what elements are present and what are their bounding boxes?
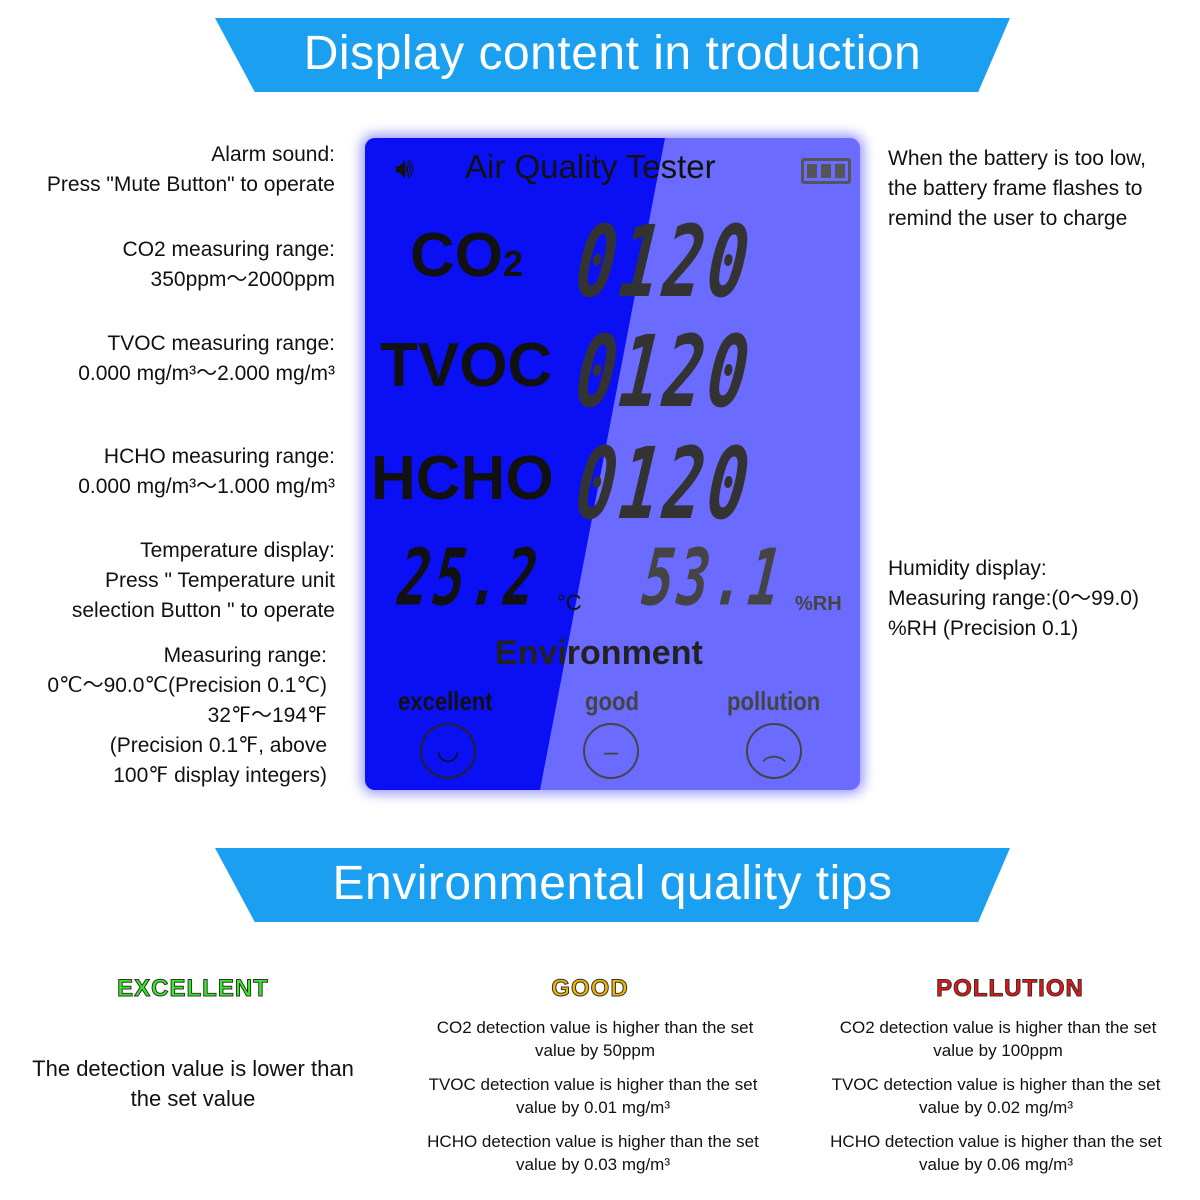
text: value by 0.06 mg/m³	[918, 1155, 1073, 1174]
heading-pollution: POLLUTION	[936, 975, 1084, 1003]
text: 0.000 mg/m³～1.000 mg/m³	[78, 475, 335, 498]
co2-value: 0120	[571, 204, 759, 321]
text: (Precision 0.1℉, above	[109, 734, 327, 757]
text: Alarm sound:	[211, 143, 335, 166]
text: Humidity display:	[888, 557, 1047, 580]
text: selection Button " to operate	[71, 599, 335, 622]
note-hcho: HCHO measuring range: 0.000 mg/m³～1.000 m…	[78, 442, 335, 502]
tip-pollution-co2: CO2 detection value is higher than the s…	[798, 1016, 1198, 1062]
neutral-face-icon: –	[583, 723, 639, 779]
heading-excellent: EXCELLENT	[117, 975, 269, 1003]
text: When the battery is too low,	[888, 147, 1146, 170]
text: HCHO detection value is higher than the …	[830, 1132, 1162, 1151]
note-tvoc: TVOC measuring range: 0.000 mg/m³～2.000 m…	[78, 329, 335, 389]
hcho-label: HCHO	[371, 444, 554, 513]
level-pollution: pollution	[727, 686, 821, 716]
humidity-value: 53.1	[638, 534, 789, 624]
note-battery: When the battery is too low, the battery …	[888, 144, 1146, 234]
lcd-display: 🔊︎ Air Quality Tester CO2 TVOC HCHO 0120…	[365, 138, 860, 790]
text: 350ppm～2000ppm	[150, 268, 335, 291]
text: TVOC detection value is higher than the …	[831, 1075, 1161, 1094]
text: the battery frame flashes to	[888, 177, 1143, 200]
text: %RH (Precision 0.1)	[888, 617, 1079, 640]
tip-pollution-tvoc: TVOC detection value is higher than the …	[796, 1073, 1196, 1119]
hcho-value: 0120	[571, 426, 759, 543]
sad-face-icon: ︵	[746, 723, 802, 779]
text: Press " Temperature unit	[104, 569, 335, 592]
text: value by 0.02 mg/m³	[918, 1098, 1073, 1117]
text: remind the user to charge	[888, 207, 1128, 230]
temp-unit: °C	[557, 590, 582, 615]
text: CO2 detection value is higher than the s…	[436, 1018, 754, 1037]
co2-text: CO	[410, 221, 503, 290]
tip-good-tvoc: TVOC detection value is higher than the …	[393, 1073, 793, 1119]
environment-label: Environment	[495, 634, 703, 672]
text: CO2 measuring range:	[122, 238, 335, 261]
text: value by 50ppm	[534, 1041, 656, 1060]
level-excellent: excellent	[398, 686, 493, 716]
lcd-title: Air Quality Tester	[465, 148, 716, 185]
tip-good-co2: CO2 detection value is higher than the s…	[395, 1016, 795, 1062]
co2-subscript: 2	[503, 243, 524, 284]
note-temp-range: Measuring range: 0℃～90.0℃(Precision 0.1℃)…	[47, 641, 327, 791]
banner-quality-tips: Environmental quality tips	[215, 848, 1010, 922]
text: Temperature display:	[140, 539, 335, 562]
text: value by 0.03 mg/m³	[515, 1155, 670, 1174]
heading-good: GOOD	[551, 975, 629, 1003]
text: 0℃～90.0℃(Precision 0.1℃)	[47, 674, 327, 697]
text: value by 0.01 mg/m³	[515, 1098, 670, 1117]
temperature-value: 25.2	[394, 534, 545, 624]
smile-face-icon: ◡	[420, 723, 476, 779]
tip-good-hcho: HCHO detection value is higher than the …	[393, 1130, 793, 1176]
level-good: good	[585, 686, 640, 716]
text: 0.000 mg/m³～2.000 mg/m³	[78, 362, 335, 385]
text: Measuring range:	[163, 644, 327, 667]
note-alarm: Alarm sound: Press "Mute Button" to opera…	[47, 140, 335, 200]
text: CO2 detection value is higher than the s…	[839, 1018, 1157, 1037]
tvoc-value: 0120	[571, 314, 759, 431]
text: the set value	[130, 1086, 256, 1111]
tip-pollution-hcho: HCHO detection value is higher than the …	[796, 1130, 1196, 1176]
text: HCHO detection value is higher than the …	[427, 1132, 759, 1151]
note-co2: CO2 measuring range: 350ppm～2000ppm	[123, 235, 335, 295]
note-humidity: Humidity display: Measuring range:(0～99.0…	[888, 554, 1139, 644]
tip-excellent: The detection value is lower than the set…	[0, 1054, 386, 1114]
humidity-unit: %RH	[795, 593, 842, 615]
text: 32℉～194℉	[207, 704, 327, 727]
text: Measuring range:(0～99.0)	[888, 587, 1139, 610]
co2-label: CO2	[410, 220, 523, 291]
tvoc-label: TVOC	[380, 331, 553, 400]
text: Press "Mute Button" to operate	[46, 173, 335, 196]
text: TVOC detection value is higher than the …	[428, 1075, 758, 1094]
text: The detection value is lower than	[32, 1056, 354, 1081]
text: TVOC measuring range:	[107, 332, 335, 355]
text: 100℉ display integers)	[113, 764, 327, 787]
text: value by 100ppm	[933, 1041, 1063, 1060]
text: HCHO measuring range:	[103, 445, 335, 468]
banner-display-content: Display content in troduction	[215, 18, 1010, 92]
note-temp: Temperature display: Press " Temperature …	[72, 536, 335, 626]
speaker-icon: 🔊︎	[395, 152, 414, 185]
battery-icon	[801, 158, 851, 184]
